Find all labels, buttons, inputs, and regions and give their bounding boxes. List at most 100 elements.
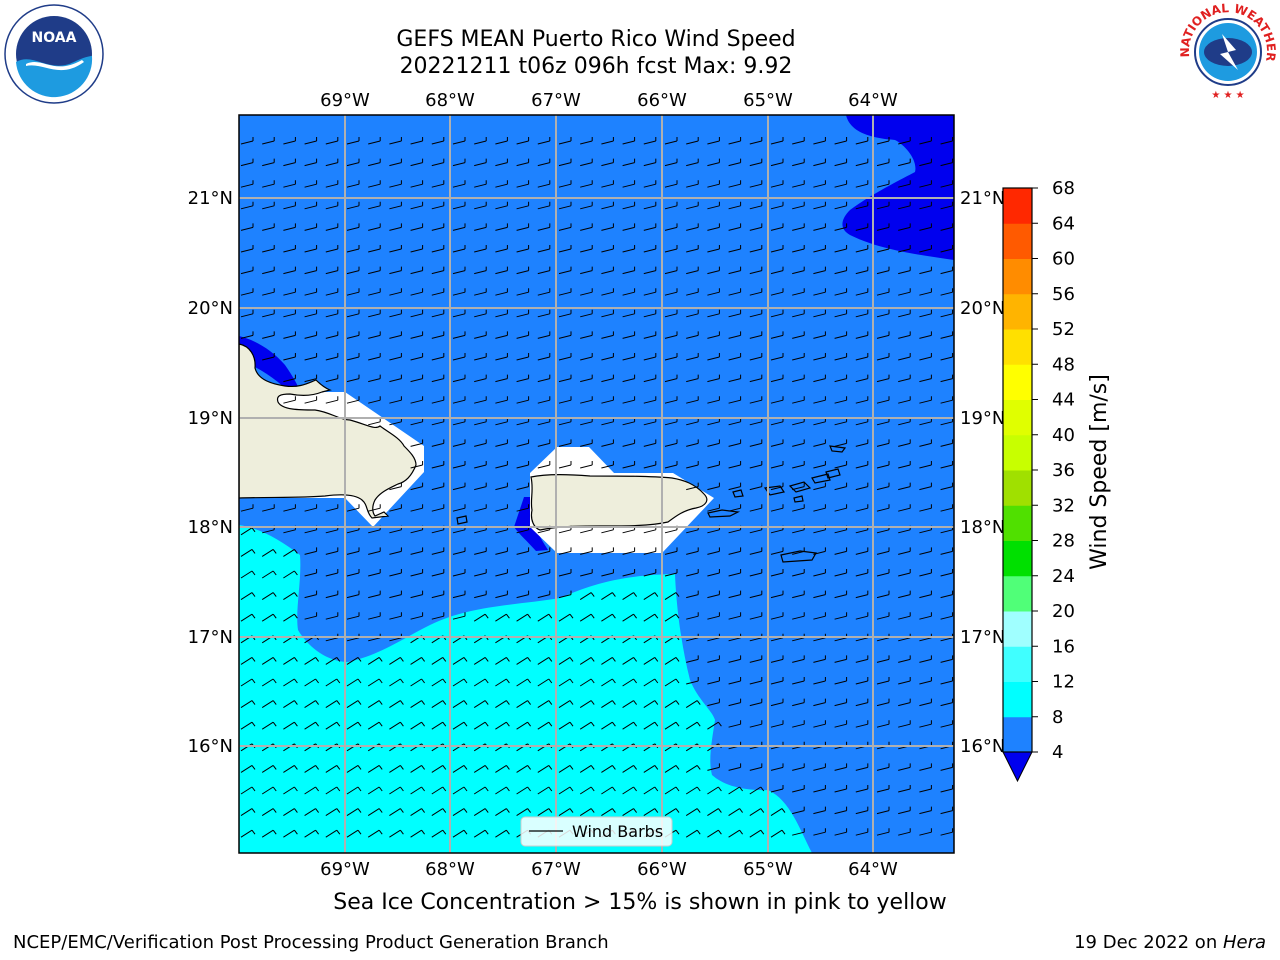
wind-barb — [304, 288, 318, 296]
wind-barb — [240, 786, 256, 795]
colorbar-cell — [1003, 575, 1032, 612]
wind-barb — [622, 266, 636, 275]
wind-barb — [855, 547, 869, 555]
wind-barb — [834, 785, 848, 793]
wind-barb — [728, 482, 742, 491]
wind-barb — [643, 201, 657, 210]
wind-barb — [601, 786, 616, 795]
wind-barb — [240, 721, 256, 730]
wind-barb — [537, 201, 551, 210]
wind-barb — [516, 137, 530, 145]
wind-barb — [940, 590, 954, 599]
wind-barb — [368, 569, 381, 577]
wind-barb — [855, 828, 869, 836]
wind-barb — [728, 655, 742, 663]
wind-barb — [283, 158, 296, 167]
colorbar-tick-label: 28 — [1052, 531, 1075, 552]
colorbar-tick-label: 32 — [1052, 495, 1075, 516]
wind-barb — [686, 569, 699, 577]
wind-barb — [707, 374, 720, 383]
wind-barb — [431, 569, 445, 577]
wind-barb — [537, 374, 551, 383]
wind-barb — [537, 764, 553, 773]
wind-barb — [262, 353, 275, 361]
wind-barb — [410, 721, 425, 730]
wind-barb — [474, 288, 487, 296]
wind-barb — [749, 698, 763, 707]
wind-barb — [601, 180, 614, 188]
chart-subtitle: 20221211 t06z 096h fcst Max: 9.92 — [399, 54, 793, 79]
wind-barb — [622, 137, 636, 145]
wind-barb — [304, 331, 318, 339]
wind-barb — [558, 808, 574, 817]
wind-barb — [283, 808, 298, 817]
wind-barb — [855, 374, 869, 383]
wind-barb — [516, 700, 531, 709]
lon-label-bottom: 64°W — [848, 859, 898, 880]
wind-barb — [792, 353, 805, 361]
wind-barb — [940, 331, 954, 339]
wind-barb — [452, 590, 466, 599]
wind-barb — [431, 309, 445, 318]
wind-barb — [474, 201, 487, 210]
wind-barb — [664, 331, 678, 339]
wind-barb — [283, 180, 296, 188]
wind-barb — [898, 806, 911, 815]
wind-barb — [495, 396, 508, 404]
wind-barb — [940, 677, 954, 685]
wind-barb — [643, 439, 657, 447]
wind-barb — [940, 439, 954, 447]
footer-date-text: 19 Dec 2022 on — [1074, 932, 1223, 953]
wind-barb — [262, 158, 275, 167]
wind-barb — [728, 677, 742, 685]
colorbar-cell — [1003, 329, 1032, 365]
wind-barb — [728, 504, 742, 512]
wind-barb — [473, 721, 489, 730]
wind-barb — [474, 374, 487, 383]
wind-barb — [834, 655, 848, 663]
wind-barb — [516, 504, 530, 512]
wind-barb — [622, 396, 636, 404]
wind-barb — [898, 482, 911, 491]
wind-barb — [558, 613, 574, 622]
wind-barb — [580, 374, 593, 383]
wind-barb — [283, 829, 298, 838]
wind-barb — [940, 201, 954, 210]
wind-barb — [261, 700, 277, 709]
culebra-island — [732, 489, 744, 498]
svg-text:★ ★ ★: ★ ★ ★ — [1211, 90, 1244, 101]
wind-barb — [495, 700, 510, 709]
wind-barb — [898, 677, 911, 685]
wind-barb — [474, 569, 487, 577]
colorbar-tick-label: 24 — [1052, 566, 1075, 587]
wind-barb — [304, 158, 318, 167]
wind-barb — [580, 396, 593, 404]
wind-barb — [580, 547, 593, 555]
wind-barb — [749, 504, 763, 512]
wind-barb — [685, 829, 701, 838]
wind-barb — [855, 439, 869, 447]
wind-barb — [707, 396, 720, 404]
wind-barb — [410, 808, 425, 817]
wind-barb — [368, 504, 381, 512]
wind-barb — [431, 764, 447, 773]
wind-barb — [410, 656, 425, 665]
wind-barb — [855, 137, 869, 145]
wind-barb — [389, 223, 402, 231]
wind-barb — [558, 331, 572, 339]
wind-barb — [516, 331, 530, 339]
lon-label-top: 66°W — [637, 90, 687, 111]
wind-barb — [940, 806, 954, 815]
colorbar-tick-label: 4 — [1052, 742, 1063, 763]
wind-barb — [283, 700, 298, 709]
wind-barb — [707, 461, 720, 469]
wind-barb — [770, 569, 784, 577]
wind-barb — [686, 396, 699, 404]
wind-barb — [389, 590, 402, 599]
wind-barb — [919, 698, 932, 707]
wind-barb — [558, 158, 572, 167]
lat-label-left: 16°N — [188, 736, 233, 757]
colorbar-tick-label: 12 — [1052, 672, 1075, 693]
graticule — [239, 115, 954, 853]
wind-barb — [368, 288, 381, 296]
